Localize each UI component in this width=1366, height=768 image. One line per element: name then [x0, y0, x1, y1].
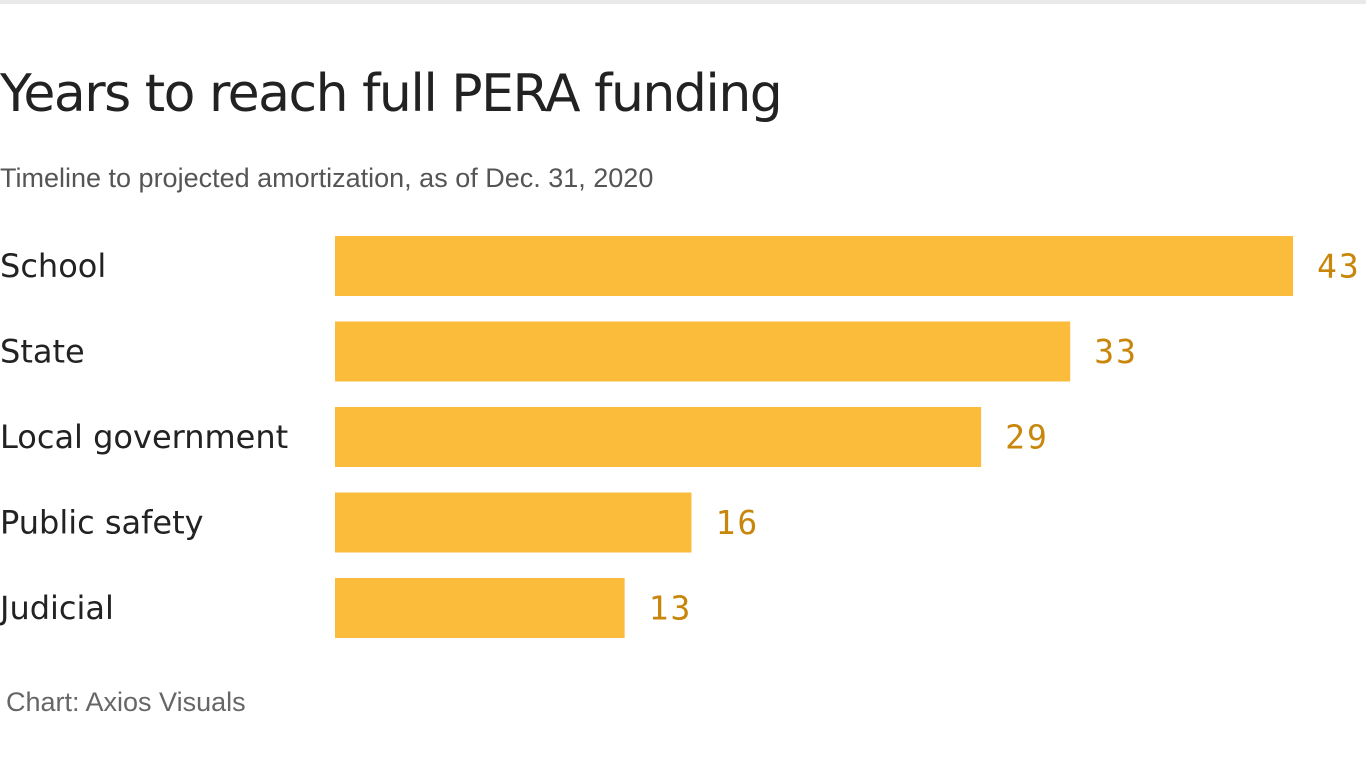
- bar-chart: School 43 State 33 Local government 29 Public …: [0, 236, 1361, 638]
- bar: [335, 407, 982, 467]
- chart-title: Years to reach full PERA funding: [0, 64, 783, 124]
- chart-source: Chart: Axios Visuals: [6, 687, 246, 717]
- value-label: 33: [1094, 332, 1138, 371]
- category-label: Local government: [0, 418, 288, 456]
- value-label: 16: [715, 503, 759, 542]
- category-label: Judicial: [0, 589, 114, 627]
- value-label: 43: [1317, 247, 1361, 286]
- value-label: 13: [649, 589, 693, 628]
- top-divider: [0, 0, 1366, 4]
- category-label: School: [0, 247, 106, 285]
- bar: [335, 492, 692, 553]
- bar: [335, 236, 1293, 296]
- value-label: 29: [1005, 418, 1049, 457]
- bar: [335, 578, 625, 638]
- category-label: State: [0, 333, 85, 371]
- chart-subtitle: Timeline to projected amortization, as o…: [0, 163, 654, 193]
- category-label: Public safety: [0, 504, 204, 542]
- bar: [335, 321, 1071, 382]
